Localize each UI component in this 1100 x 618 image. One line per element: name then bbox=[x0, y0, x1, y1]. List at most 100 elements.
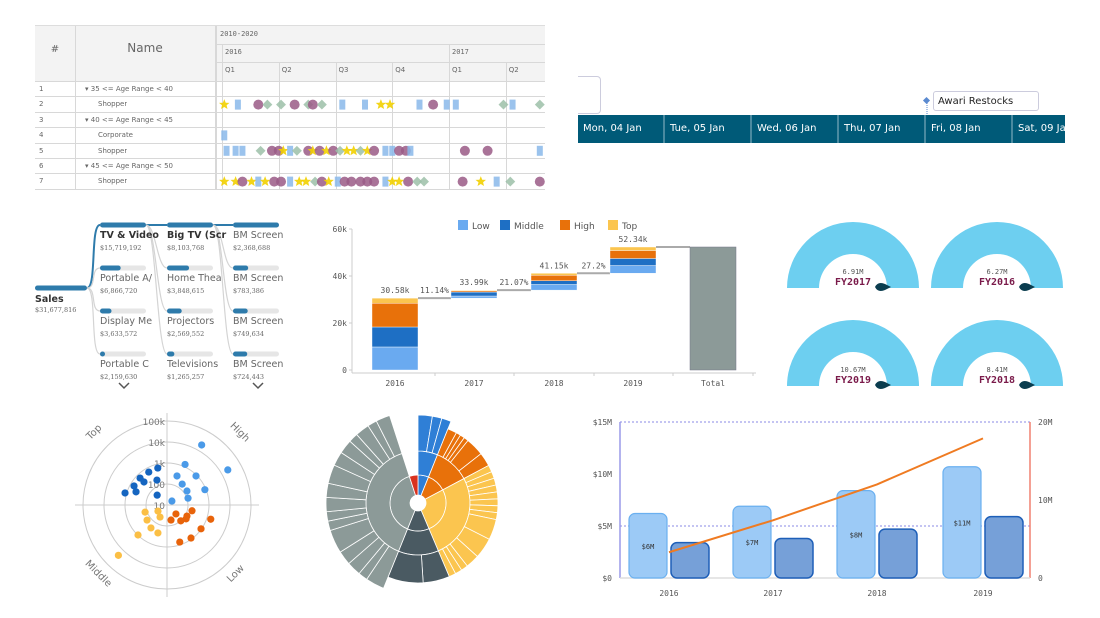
scatter-point-high bbox=[168, 497, 176, 505]
waterfall-segment-middle bbox=[450, 291, 498, 297]
left-tick-label: $10M bbox=[593, 470, 612, 479]
tree-node-label[interactable]: Televisions bbox=[167, 359, 219, 370]
root-value: $31,677,816 bbox=[35, 306, 77, 314]
tree-node-label[interactable]: BM Screen bbox=[233, 273, 284, 284]
gauge-value: 6.27M bbox=[986, 268, 1008, 276]
group-row-label[interactable]: ▾ 40 <= Age Range < 45 bbox=[85, 115, 173, 124]
root-bar-fill bbox=[35, 285, 87, 291]
tree-node-value: $15,719,192 bbox=[100, 244, 142, 252]
gauge-needle-icon bbox=[1019, 283, 1035, 291]
tree-node-label[interactable]: TV & Video bbox=[100, 230, 159, 241]
waterfall-segment-high bbox=[371, 303, 419, 328]
waterfall-segment-high bbox=[530, 275, 578, 281]
tree-node-value: $783,386 bbox=[233, 287, 265, 295]
waterfall-segment-low bbox=[609, 265, 657, 274]
bar-value-label: $11M bbox=[954, 519, 971, 527]
gauge bbox=[931, 320, 1063, 389]
gauge bbox=[787, 222, 919, 291]
tree-node-label[interactable]: Portable A/ bbox=[100, 273, 152, 284]
waterfall-segment-top bbox=[450, 289, 498, 292]
x-tick-label: Total bbox=[701, 379, 725, 388]
node-bar-fill bbox=[233, 351, 248, 357]
tree-node-label[interactable]: BM Screen bbox=[233, 359, 284, 370]
tree-node-value: $3,848,615 bbox=[167, 287, 205, 295]
day-header[interactable]: Thu, 07 Jan bbox=[839, 115, 926, 143]
timeline-day-header: Mon, 04 Jan Tue, 05 Jan Wed, 06 Jan Thu,… bbox=[578, 115, 1072, 143]
scatter-point-middle bbox=[154, 529, 162, 537]
node-bar-fill bbox=[233, 308, 248, 314]
row-number: 7 bbox=[39, 177, 44, 186]
bar-value-label: $6M bbox=[642, 543, 655, 551]
timeline-panel-edge bbox=[578, 76, 601, 114]
gauge-value: 10.67M bbox=[840, 366, 866, 374]
scatter-point-top bbox=[132, 488, 140, 496]
scatter-point-low bbox=[187, 534, 195, 542]
quarter-label: Q2 bbox=[508, 66, 519, 74]
right-tick-label: 0 bbox=[1038, 574, 1043, 583]
divider bbox=[75, 26, 76, 189]
gantt-header bbox=[35, 26, 545, 81]
scatter-point-top bbox=[140, 478, 148, 486]
day-header[interactable]: Wed, 06 Jan bbox=[752, 115, 839, 143]
year-label: 2016 bbox=[225, 48, 242, 56]
y-tick-label: 40k bbox=[333, 272, 348, 281]
scatter-point-high bbox=[192, 472, 200, 480]
gauge-arc bbox=[787, 222, 919, 288]
scatter-point-top bbox=[130, 482, 138, 490]
left-tick-label: $15M bbox=[593, 418, 612, 427]
radial-tick-label: 1k bbox=[154, 460, 166, 470]
gauge-label: FY2018 bbox=[978, 375, 1016, 386]
day-header[interactable]: Tue, 05 Jan bbox=[665, 115, 752, 143]
scatter-point-middle bbox=[134, 531, 142, 539]
tree-node-label[interactable]: BM Screen bbox=[233, 230, 284, 241]
right-tick-label: 10M bbox=[1038, 496, 1053, 505]
waterfall-segment-high bbox=[609, 250, 657, 259]
day-header[interactable]: Sat, 09 Jan bbox=[1018, 123, 1073, 134]
tree-node-label[interactable]: Projectors bbox=[167, 316, 215, 327]
gauge-value: 6.91M bbox=[842, 268, 864, 276]
chevron-down-icon[interactable] bbox=[252, 382, 264, 390]
scatter-point-low bbox=[167, 516, 175, 524]
day-header[interactable]: Mon, 04 Jan bbox=[578, 115, 665, 143]
scatter-point-high bbox=[173, 472, 181, 480]
tree-node-value: $749,634 bbox=[233, 330, 265, 338]
sunburst-inner-segment bbox=[408, 474, 419, 496]
legend-label: Low bbox=[472, 222, 490, 232]
column-header-name[interactable]: Name bbox=[127, 41, 163, 55]
gauge-needle-icon bbox=[875, 283, 891, 291]
line-series bbox=[668, 437, 984, 554]
tree-node-label[interactable]: Portable C bbox=[100, 359, 149, 370]
gridline bbox=[278, 62, 280, 189]
group-row-label[interactable]: ▾ 35 <= Age Range < 40 bbox=[85, 85, 173, 93]
waterfall-segment-low bbox=[371, 346, 419, 371]
tree-node-value: $8,103,768 bbox=[167, 244, 205, 252]
tree-node-label[interactable]: Display Me bbox=[100, 316, 153, 327]
row-divider bbox=[35, 127, 545, 129]
tree-node-label[interactable]: Big TV (Scr bbox=[167, 230, 227, 241]
tree-node-label[interactable]: Home Thea bbox=[167, 273, 222, 284]
bar-series-1 bbox=[628, 512, 668, 579]
scatter-point-top bbox=[153, 476, 161, 484]
gridline bbox=[335, 62, 337, 189]
node-bar-fill bbox=[167, 222, 213, 228]
y-tick-label: 0 bbox=[342, 366, 347, 375]
tree-node-label[interactable]: BM Screen bbox=[233, 316, 284, 327]
gauge-label: FY2019 bbox=[834, 375, 872, 386]
gridline bbox=[449, 44, 450, 189]
scatter-point-high bbox=[198, 441, 206, 449]
radial-tick-label: 10k bbox=[148, 439, 165, 449]
day-header[interactable]: Fri, 08 Jan bbox=[926, 115, 1013, 143]
gauge-value: 8.41M bbox=[986, 366, 1008, 374]
change-label: 21.07% bbox=[500, 278, 529, 287]
sector-label: Top bbox=[84, 423, 104, 443]
gauge-arc bbox=[787, 320, 919, 386]
group-row-label[interactable]: ▾ 45 <= Age Range < 50 bbox=[85, 162, 173, 170]
chevron-down-icon[interactable] bbox=[118, 382, 130, 390]
legend-label: High bbox=[574, 222, 595, 232]
scatter-point-middle bbox=[114, 551, 122, 559]
scatter-point-middle bbox=[154, 507, 162, 515]
scatter-point-low bbox=[182, 515, 190, 523]
milestone-label[interactable]: Awari Restocks bbox=[933, 91, 1039, 111]
connector bbox=[86, 267, 101, 289]
